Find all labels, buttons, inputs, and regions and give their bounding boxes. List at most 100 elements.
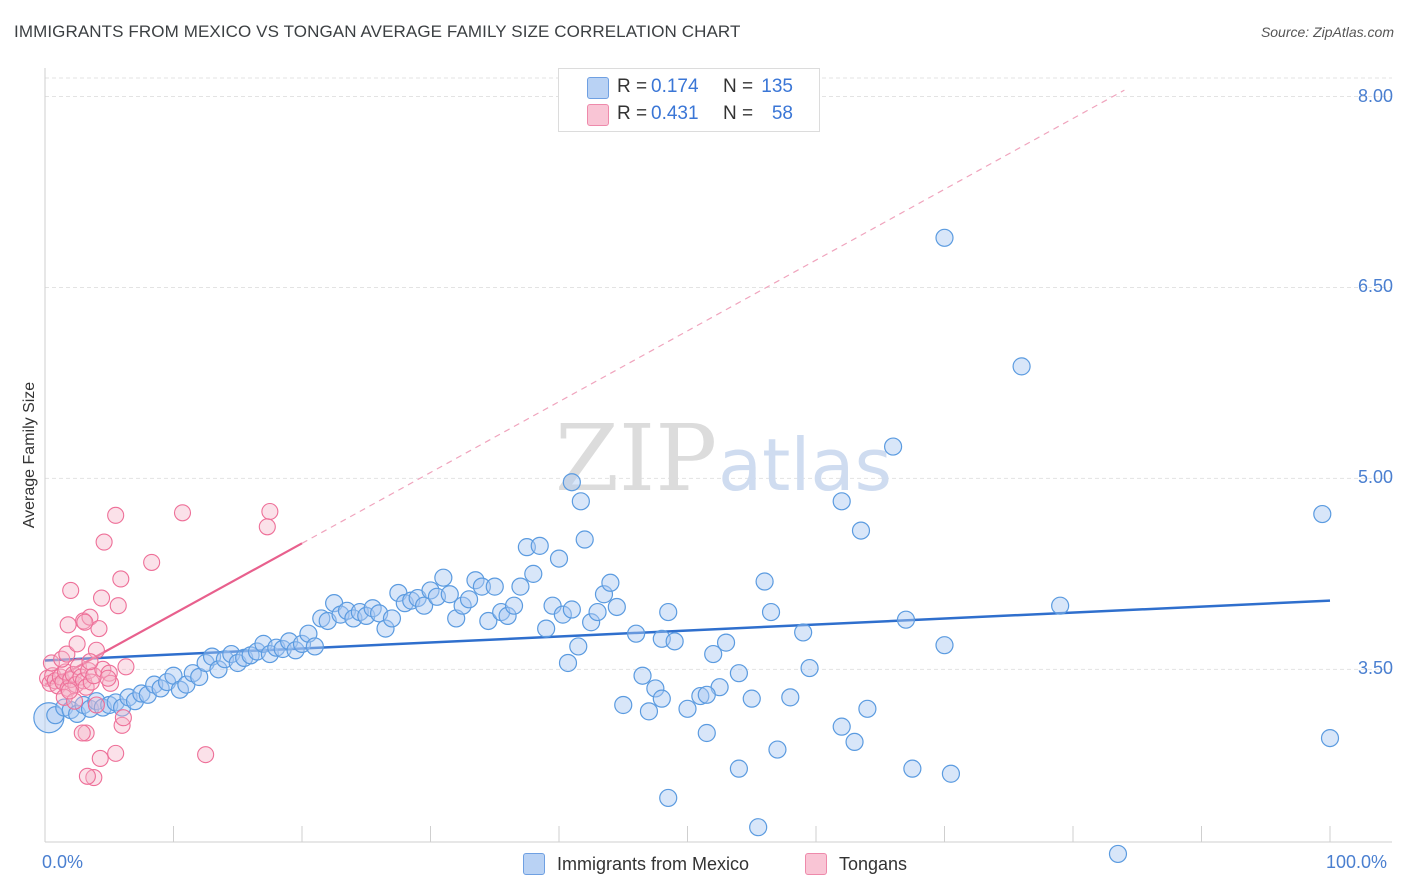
point-mexico	[896, 610, 916, 629]
point-mexico	[697, 685, 716, 704]
point-tongans	[109, 597, 127, 615]
trend-line-tongans-extension	[301, 89, 1125, 544]
point-tongans	[258, 518, 276, 536]
legend-r-value: 0.431	[651, 103, 699, 124]
gridlines	[45, 77, 1392, 670]
point-mexico	[768, 740, 787, 759]
point-mexico	[794, 623, 813, 642]
point-tongans	[81, 608, 99, 626]
point-mexico	[305, 637, 324, 656]
point-mexico	[935, 228, 954, 247]
point-tongans	[112, 570, 130, 588]
watermark-zip: ZIP	[555, 405, 717, 512]
point-mexico	[749, 818, 768, 837]
point-mexico	[729, 759, 749, 778]
legend-swatch-blue	[587, 77, 609, 99]
point-tongans	[101, 674, 120, 692]
point-mexico	[646, 679, 665, 698]
y-tick-label: 8.00	[1357, 85, 1393, 106]
y-tick-label: 6.50	[1357, 276, 1393, 297]
point-tongans	[81, 653, 99, 671]
point-mexico	[659, 602, 678, 622]
point-tongans	[77, 724, 95, 742]
point-tongans	[73, 724, 91, 742]
point-mexico	[639, 702, 659, 721]
point-mexico	[755, 572, 774, 591]
point-tongans	[85, 769, 103, 787]
point-tongans	[91, 749, 109, 768]
point-tongans	[173, 504, 192, 522]
point-mexico	[1313, 504, 1332, 524]
point-mexico	[697, 723, 716, 743]
point-mexico	[883, 437, 903, 456]
legend-swatch-pink	[587, 104, 609, 126]
point-mexico	[903, 759, 922, 778]
legend-swatch-pink	[805, 853, 827, 875]
point-mexico	[761, 602, 781, 622]
point-mexico	[652, 689, 671, 708]
point-mexico	[498, 606, 517, 625]
point-tongans	[92, 589, 111, 607]
point-mexico	[504, 596, 524, 615]
point-tongans	[62, 581, 80, 599]
point-mexico	[549, 549, 569, 568]
legend-swatch-blue	[523, 853, 545, 875]
correlation-legend: R = 0.174 N = 135 R = 0.431 N = 58	[558, 68, 820, 132]
point-mexico	[678, 699, 697, 718]
point-mexico	[582, 613, 601, 632]
point-tongans	[42, 654, 60, 672]
point-tongans	[68, 635, 86, 653]
point-tongans	[90, 620, 108, 638]
point-tongans	[59, 616, 77, 634]
point-mexico	[845, 732, 864, 752]
point-mexico	[571, 492, 590, 511]
point-mexico	[273, 639, 292, 659]
legend-series-label: Tongans	[839, 854, 908, 874]
point-mexico	[607, 597, 626, 617]
point-mexico	[569, 637, 588, 656]
legend-n-value: 135	[761, 76, 793, 97]
point-tongans	[95, 533, 113, 551]
legend-n-label: N =	[723, 103, 754, 124]
legend-n-label: N =	[723, 76, 754, 97]
point-mexico	[858, 699, 877, 718]
x-tick-label-max: 100.0%	[1326, 852, 1388, 872]
watermark: ZIP atlas	[555, 405, 892, 512]
point-mexico	[517, 538, 536, 557]
y-tick-label: 5.00	[1357, 467, 1393, 488]
point-mexico	[562, 600, 581, 619]
point-tongans	[107, 506, 125, 524]
point-mexico	[440, 585, 459, 604]
point-mexico	[665, 632, 684, 651]
point-mexico	[832, 717, 851, 736]
point-mexico	[1108, 844, 1128, 864]
source-label: Source: ZipAtlas.com	[1260, 24, 1394, 40]
y-tick-label: 3.50	[1357, 658, 1393, 679]
point-tongans	[76, 613, 94, 631]
point-mexico	[614, 695, 633, 715]
trend-line-mexico	[44, 599, 1331, 662]
axes	[44, 68, 1392, 843]
point-tongans	[78, 767, 96, 785]
point-mexico	[575, 530, 594, 549]
data-points	[33, 228, 1340, 864]
chart-title: IMMIGRANTS FROM MEXICO VS TONGAN AVERAGE…	[14, 22, 741, 41]
point-mexico	[376, 619, 395, 638]
point-tongans	[107, 744, 125, 762]
point-mexico	[691, 686, 710, 706]
point-mexico	[562, 473, 581, 492]
point-mexico	[588, 602, 607, 622]
point-tongans	[60, 682, 78, 700]
x-tick-label-min: 0.0%	[42, 852, 84, 872]
point-tongans	[58, 645, 76, 663]
point-mexico	[558, 653, 578, 673]
point-tongans	[197, 746, 215, 764]
point-mexico	[553, 605, 572, 624]
point-mexico	[594, 585, 614, 604]
point-mexico	[851, 521, 871, 540]
point-mexico	[434, 568, 453, 587]
series-legend: Immigrants from Mexico Tongans	[0, 852, 1406, 878]
point-mexico	[337, 601, 357, 620]
point-mexico	[1051, 596, 1070, 615]
